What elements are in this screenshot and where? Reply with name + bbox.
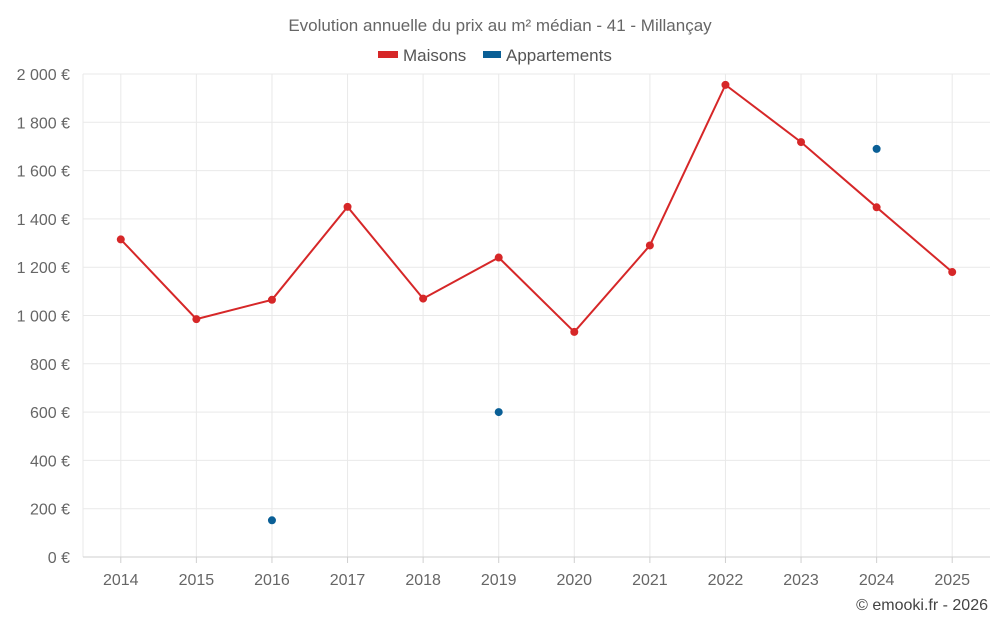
data-point-maisons[interactable]	[570, 327, 579, 336]
data-point-maisons[interactable]	[192, 315, 201, 324]
axes: 0 € 200 € 400 € 600 € 800 € 1 000 € 1 200 € 1 4…	[17, 67, 990, 589]
x-tick-label: 2022	[708, 572, 744, 589]
data-point-maisons[interactable]	[116, 235, 125, 244]
x-tick-label: 2016	[254, 572, 290, 589]
y-tick-label: 200 €	[30, 502, 70, 519]
y-tick-label: 800 €	[30, 357, 70, 374]
data-point-maisons[interactable]	[494, 253, 503, 262]
y-tick-label: 600 €	[30, 405, 70, 422]
grid	[83, 73, 990, 557]
y-tick-label: 2 000 €	[17, 67, 70, 84]
legend-swatch-appartements	[483, 51, 501, 58]
data-point-maisons[interactable]	[797, 138, 806, 147]
y-tick-label: 1 000 €	[17, 309, 70, 326]
y-tick-label: 1 400 €	[17, 212, 70, 229]
legend[interactable]: Maisons Appartements	[378, 46, 612, 65]
credit-text: © emooki.fr - 2026	[856, 597, 988, 614]
data-point-maisons[interactable]	[872, 203, 881, 212]
y-tick-label: 1 600 €	[17, 164, 70, 181]
data-point-appartements[interactable]	[267, 516, 276, 525]
data-point-appartements[interactable]	[494, 408, 503, 417]
x-tick-label: 2018	[405, 572, 441, 589]
chart-title: Evolution annuelle du prix au m² médian …	[288, 16, 712, 35]
y-tick-label: 1 800 €	[17, 115, 70, 132]
series-line-maisons	[120, 83, 953, 334]
x-tick-label: 2015	[179, 572, 215, 589]
x-tick-label: 2023	[783, 572, 819, 589]
x-tick-label: 2019	[481, 572, 517, 589]
y-tick-label: 0 €	[48, 550, 70, 567]
data-point-appartements[interactable]	[872, 144, 881, 153]
legend-label-maisons[interactable]: Maisons	[403, 46, 466, 65]
x-tick-label: 2021	[632, 572, 668, 589]
legend-label-appartements[interactable]: Appartements	[506, 46, 612, 65]
x-tick-label: 2014	[103, 572, 139, 589]
y-tick-label: 400 €	[30, 453, 70, 470]
data-point-maisons[interactable]	[645, 241, 654, 250]
data-point-maisons[interactable]	[267, 295, 276, 304]
legend-swatch-maisons	[378, 51, 398, 58]
data-point-maisons[interactable]	[721, 80, 730, 89]
y-tick-label: 1 200 €	[17, 260, 70, 277]
series	[116, 80, 957, 525]
x-tick-label: 2020	[556, 572, 592, 589]
x-tick-label: 2024	[859, 572, 895, 589]
data-point-maisons[interactable]	[948, 268, 957, 277]
data-point-maisons[interactable]	[419, 294, 428, 303]
x-tick-label: 2025	[934, 572, 970, 589]
x-tick-label: 2017	[330, 572, 366, 589]
data-point-maisons[interactable]	[343, 202, 352, 211]
